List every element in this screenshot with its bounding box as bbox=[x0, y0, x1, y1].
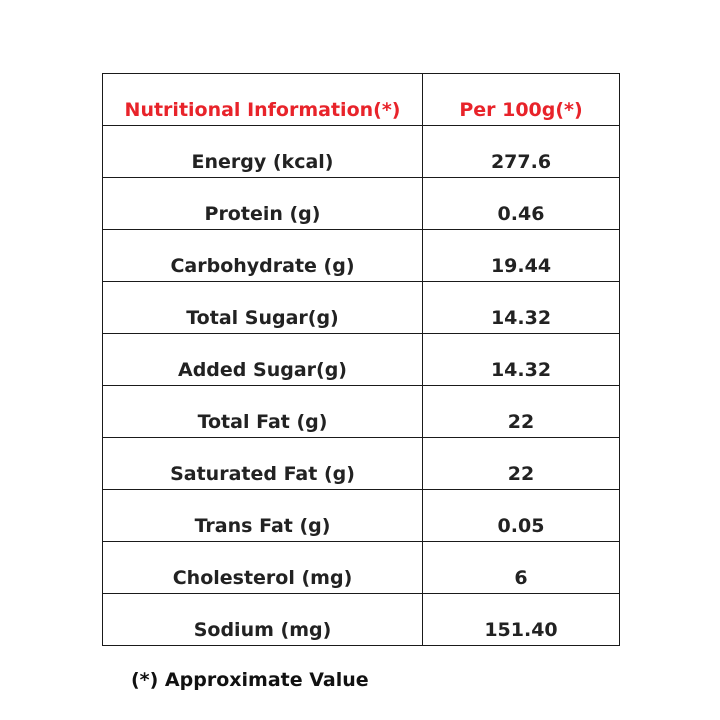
table-row: Added Sugar(g) 14.32 bbox=[102, 333, 620, 386]
table-row: Total Fat (g) 22 bbox=[102, 385, 620, 438]
table-row: Protein (g) 0.46 bbox=[102, 177, 620, 230]
nutrient-name: Cholesterol (mg) bbox=[102, 541, 423, 594]
nutrient-name: Sodium (mg) bbox=[102, 593, 423, 646]
table-header-row: Nutritional Information(*) Per 100g(*) bbox=[102, 73, 620, 126]
nutrient-value: 14.32 bbox=[422, 281, 620, 334]
nutrient-name: Total Sugar(g) bbox=[102, 281, 423, 334]
nutrient-name: Carbohydrate (g) bbox=[102, 229, 423, 282]
header-nutritional-information: Nutritional Information(*) bbox=[102, 73, 423, 126]
table-row: Carbohydrate (g) 19.44 bbox=[102, 229, 620, 282]
nutrient-name: Energy (kcal) bbox=[102, 125, 423, 178]
approximate-value-footnote: (*) Approximate Value bbox=[131, 669, 369, 691]
nutrient-value: 0.05 bbox=[422, 489, 620, 542]
table-row: Sodium (mg) 151.40 bbox=[102, 593, 620, 646]
nutrient-value: 277.6 bbox=[422, 125, 620, 178]
nutrient-name: Total Fat (g) bbox=[102, 385, 423, 438]
nutrient-value: 22 bbox=[422, 437, 620, 490]
nutrient-name: Added Sugar(g) bbox=[102, 333, 423, 386]
table-row: Trans Fat (g) 0.05 bbox=[102, 489, 620, 542]
header-per-100g: Per 100g(*) bbox=[422, 73, 620, 126]
nutrient-value: 151.40 bbox=[422, 593, 620, 646]
nutrient-value: 19.44 bbox=[422, 229, 620, 282]
table-row: Saturated Fat (g) 22 bbox=[102, 437, 620, 490]
nutrient-value: 22 bbox=[422, 385, 620, 438]
nutrient-name: Saturated Fat (g) bbox=[102, 437, 423, 490]
nutrient-value: 14.32 bbox=[422, 333, 620, 386]
table-row: Total Sugar(g) 14.32 bbox=[102, 281, 620, 334]
nutrient-name: Trans Fat (g) bbox=[102, 489, 423, 542]
table-row: Cholesterol (mg) 6 bbox=[102, 541, 620, 594]
nutrition-table: Nutritional Information(*) Per 100g(*) E… bbox=[102, 73, 620, 646]
nutrient-value: 0.46 bbox=[422, 177, 620, 230]
nutrient-name: Protein (g) bbox=[102, 177, 423, 230]
nutrient-value: 6 bbox=[422, 541, 620, 594]
table-row: Energy (kcal) 277.6 bbox=[102, 125, 620, 178]
